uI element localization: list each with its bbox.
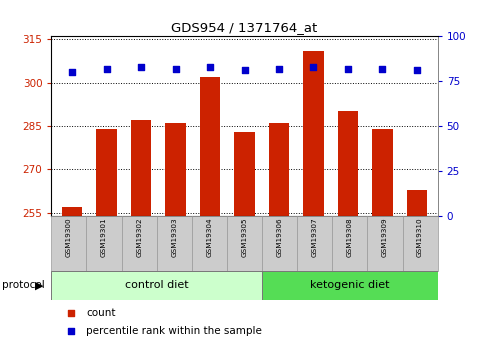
Bar (234, 132, 254, 216)
Bar (199, 77, 220, 216)
Text: GSM19300: GSM19300 (66, 217, 72, 257)
Bar (366, 216, 402, 271)
Title: GDS954 / 1371764_at: GDS954 / 1371764_at (171, 21, 317, 34)
Text: GSM19310: GSM19310 (416, 217, 422, 257)
Text: count: count (86, 308, 115, 317)
Bar (262, 271, 437, 300)
Text: GSM19307: GSM19307 (311, 217, 317, 257)
Bar (61, 207, 82, 216)
Bar (86, 216, 122, 271)
Point (102, 66, 110, 71)
Point (344, 66, 351, 71)
Bar (191, 216, 226, 271)
Text: GSM19304: GSM19304 (206, 217, 212, 257)
Point (66, 328, 74, 334)
Text: GSM19308: GSM19308 (346, 217, 352, 257)
Bar (303, 51, 323, 216)
Bar (165, 123, 185, 216)
Text: ketogenic diet: ketogenic diet (309, 280, 389, 290)
Text: protocol: protocol (2, 280, 45, 290)
Point (68, 69, 76, 75)
Text: percentile rank within the sample: percentile rank within the sample (86, 326, 262, 336)
Bar (371, 129, 392, 216)
Point (205, 64, 213, 69)
Bar (337, 111, 358, 216)
Point (275, 66, 283, 71)
Bar (226, 216, 262, 271)
Point (240, 68, 248, 73)
Bar (51, 216, 86, 271)
Text: ▶: ▶ (35, 280, 43, 290)
Text: GSM19303: GSM19303 (171, 217, 177, 257)
Point (309, 64, 317, 69)
Bar (156, 216, 191, 271)
Bar (130, 120, 151, 216)
Text: GSM19302: GSM19302 (136, 217, 142, 257)
Text: GSM19305: GSM19305 (241, 217, 247, 257)
Bar (297, 216, 332, 271)
Bar (96, 129, 117, 216)
Bar (122, 216, 156, 271)
Point (412, 68, 420, 73)
Bar (402, 216, 437, 271)
Bar (262, 216, 297, 271)
Point (137, 64, 144, 69)
Bar (406, 190, 427, 216)
Point (171, 66, 179, 71)
Bar (51, 271, 262, 300)
Bar (332, 216, 366, 271)
Point (378, 66, 386, 71)
Text: GSM19301: GSM19301 (101, 217, 107, 257)
Point (66, 310, 74, 315)
Text: GSM19309: GSM19309 (381, 217, 387, 257)
Text: control diet: control diet (124, 280, 188, 290)
Bar (268, 123, 289, 216)
Text: GSM19306: GSM19306 (276, 217, 282, 257)
